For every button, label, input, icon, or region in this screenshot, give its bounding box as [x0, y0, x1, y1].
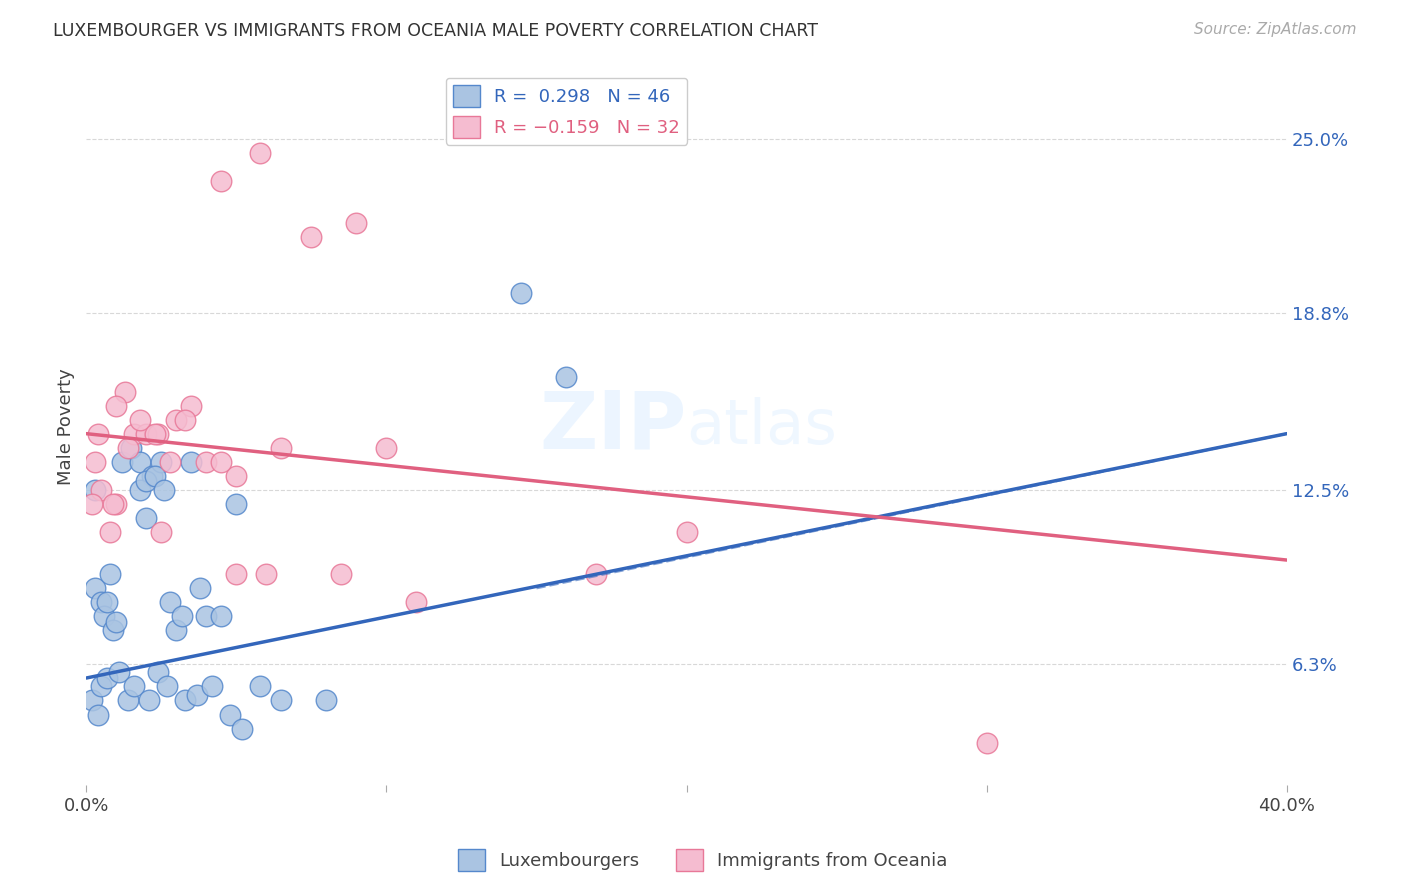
Point	[90, 595, 112, 609]
Point	[254, 567, 277, 582]
Point	[114, 384, 136, 399]
Point	[165, 412, 187, 426]
Point	[135, 426, 157, 441]
Point	[174, 693, 197, 707]
Point	[195, 455, 218, 469]
Point	[231, 722, 253, 736]
Point	[675, 524, 697, 539]
Point	[555, 370, 578, 384]
Point	[120, 441, 142, 455]
Y-axis label: Male Poverty: Male Poverty	[58, 368, 75, 485]
Point	[249, 145, 271, 160]
Text: atlas: atlas	[686, 397, 838, 457]
Point	[82, 693, 104, 707]
Point	[195, 609, 218, 624]
Point	[129, 483, 152, 497]
Point	[143, 426, 166, 441]
Point	[105, 615, 128, 629]
Point	[84, 581, 107, 595]
Point	[165, 624, 187, 638]
Point	[330, 567, 353, 582]
Point	[148, 426, 170, 441]
Point	[510, 286, 533, 301]
Legend: R =  0.298   N = 46, R = −0.159   N = 32: R = 0.298 N = 46, R = −0.159 N = 32	[446, 78, 688, 145]
Point	[103, 497, 125, 511]
Text: LUXEMBOURGER VS IMMIGRANTS FROM OCEANIA MALE POVERTY CORRELATION CHART: LUXEMBOURGER VS IMMIGRANTS FROM OCEANIA …	[53, 22, 818, 40]
Point	[96, 671, 118, 685]
Text: Source: ZipAtlas.com: Source: ZipAtlas.com	[1194, 22, 1357, 37]
Point	[90, 680, 112, 694]
Point	[209, 455, 232, 469]
Point	[186, 688, 208, 702]
Text: ZIP: ZIP	[540, 388, 686, 466]
Point	[344, 216, 367, 230]
Point	[225, 497, 247, 511]
Point	[98, 524, 121, 539]
Point	[585, 567, 607, 582]
Point	[84, 483, 107, 497]
Point	[98, 567, 121, 582]
Point	[124, 680, 146, 694]
Point	[90, 483, 112, 497]
Point	[174, 412, 197, 426]
Point	[96, 595, 118, 609]
Point	[375, 441, 398, 455]
Point	[188, 581, 211, 595]
Point	[180, 399, 202, 413]
Point	[87, 707, 110, 722]
Point	[111, 455, 134, 469]
Point	[270, 441, 292, 455]
Point	[135, 511, 157, 525]
Point	[93, 609, 115, 624]
Point	[225, 468, 247, 483]
Legend: Luxembourgers, Immigrants from Oceania: Luxembourgers, Immigrants from Oceania	[451, 842, 955, 879]
Point	[105, 399, 128, 413]
Point	[84, 455, 107, 469]
Point	[150, 455, 173, 469]
Point	[209, 609, 232, 624]
Point	[249, 680, 271, 694]
Point	[148, 665, 170, 680]
Point	[103, 624, 125, 638]
Point	[124, 426, 146, 441]
Point	[129, 412, 152, 426]
Point	[117, 693, 139, 707]
Point	[209, 174, 232, 188]
Point	[159, 455, 181, 469]
Point	[270, 693, 292, 707]
Point	[105, 497, 128, 511]
Point	[405, 595, 427, 609]
Point	[225, 567, 247, 582]
Point	[117, 441, 139, 455]
Point	[141, 468, 163, 483]
Point	[108, 665, 131, 680]
Point	[150, 524, 173, 539]
Point	[299, 230, 322, 244]
Point	[976, 736, 998, 750]
Point	[156, 680, 179, 694]
Point	[138, 693, 160, 707]
Point	[143, 468, 166, 483]
Point	[135, 475, 157, 489]
Point	[180, 455, 202, 469]
Point	[219, 707, 242, 722]
Point	[82, 497, 104, 511]
Point	[159, 595, 181, 609]
Point	[172, 609, 194, 624]
Point	[315, 693, 337, 707]
Point	[201, 680, 224, 694]
Point	[153, 483, 176, 497]
Point	[129, 455, 152, 469]
Point	[87, 426, 110, 441]
